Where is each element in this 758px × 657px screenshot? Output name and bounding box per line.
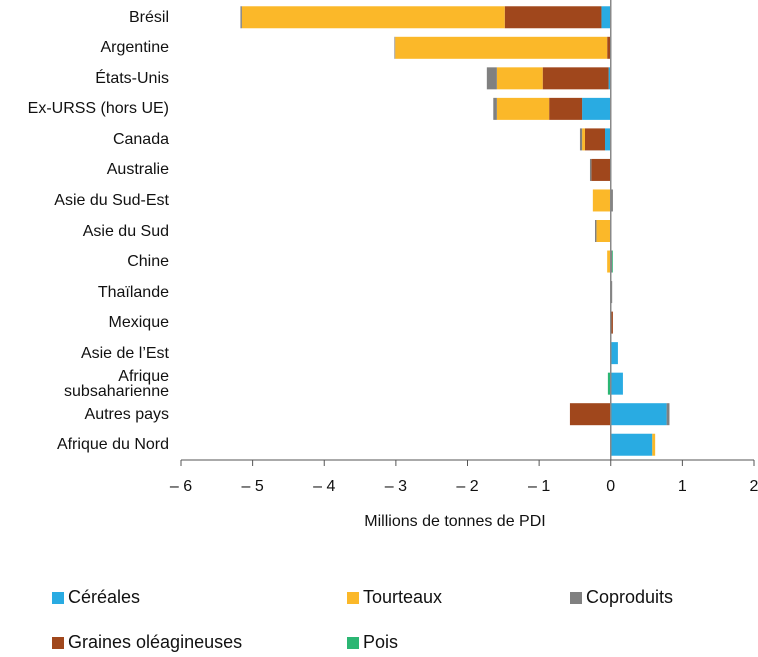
bar-segment <box>608 67 611 90</box>
bar-segment <box>582 128 585 151</box>
bar-segment <box>569 403 611 426</box>
bar-segment <box>601 6 611 29</box>
y-tick-label: Asie du Sud <box>82 222 169 240</box>
bar-segment <box>591 158 611 181</box>
x-tick-label: 1 <box>678 478 687 495</box>
y-tick-label: Canada <box>112 130 169 148</box>
bar-segment <box>592 189 611 212</box>
bar-segment <box>610 189 613 212</box>
y-tick-label: Afrique du Nord <box>56 436 169 454</box>
legend-label: Céréales <box>68 587 140 607</box>
legend-swatch <box>347 592 359 604</box>
bar-segment <box>589 158 592 181</box>
bar-segment <box>610 311 613 334</box>
x-tick-label: – 5 <box>242 478 264 495</box>
y-tick-label: Argentine <box>100 39 170 57</box>
y-tick-label: Australie <box>106 161 169 179</box>
bar-segment <box>607 372 611 395</box>
bar-segment <box>496 67 543 90</box>
y-tick-label: Chine <box>127 253 169 271</box>
bar-segment <box>504 6 602 29</box>
x-tick-label: – 3 <box>385 478 407 495</box>
y-tick-label: Mexique <box>108 314 169 332</box>
y-tick-label: Asie du Sud-Est <box>54 191 169 209</box>
bar-segment <box>579 128 583 151</box>
legend-swatch <box>570 592 582 604</box>
bar-segment <box>666 403 670 426</box>
bar-segment <box>612 250 613 273</box>
bar-segment <box>610 433 653 456</box>
bar-segment <box>610 372 623 395</box>
bar-segment <box>605 128 611 151</box>
y-tick-label: Ex-URSS (hors UE) <box>27 100 169 118</box>
y-tick-label: Brésil <box>128 8 169 26</box>
bar-segment <box>241 6 505 29</box>
bar-segment <box>240 6 242 29</box>
bar-segment <box>395 36 608 59</box>
bar-segment <box>607 36 611 59</box>
y-tick-label: États-Unis <box>95 69 169 87</box>
x-tick-label: – 2 <box>456 478 478 495</box>
legend-swatch <box>347 637 359 649</box>
x-tick-label: – 1 <box>528 478 550 495</box>
x-tick-label: – 6 <box>170 478 192 495</box>
bar-segment <box>493 97 497 120</box>
x-tick-label: – 4 <box>313 478 335 495</box>
bar-segment <box>582 97 611 120</box>
y-tick-label: Afrique subsaharienne <box>64 367 169 400</box>
y-tick-label: Thaïlande <box>97 283 169 301</box>
bar-segment <box>496 97 550 120</box>
bar-segment <box>542 67 609 90</box>
bar-segment <box>607 250 611 273</box>
x-tick-label: 2 <box>750 478 758 495</box>
bar-segment <box>594 220 597 242</box>
bar-segment <box>610 342 618 365</box>
legend-swatch <box>52 637 64 649</box>
bar-segment <box>549 97 583 120</box>
bar-segment <box>652 433 656 456</box>
y-tick-label: Autres pays <box>84 405 169 423</box>
bar-segment <box>610 403 667 426</box>
x-axis-label: Millions de tonnes de PDI <box>364 513 545 530</box>
bar-segment <box>486 67 497 90</box>
legend-label: Graines oléagineuses <box>68 632 242 652</box>
legend-label: Pois <box>363 632 398 652</box>
y-tick-label: Asie de l’Est <box>80 344 169 362</box>
x-tick-label: 0 <box>606 478 615 495</box>
legend-label: Tourteaux <box>363 587 442 607</box>
bar-segment <box>584 128 606 151</box>
legend-label: Coproduits <box>586 587 673 607</box>
bar-segment <box>394 36 396 59</box>
bar-segment <box>596 220 611 242</box>
legend-swatch <box>52 592 64 604</box>
